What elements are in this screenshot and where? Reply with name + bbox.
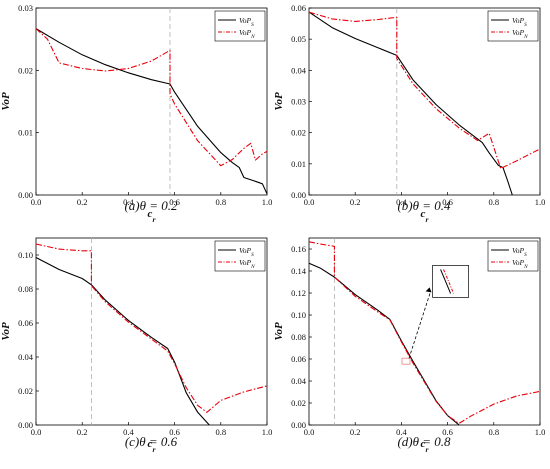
x-tick-label: 0.0 — [304, 197, 315, 207]
legend-box — [214, 240, 266, 272]
y-tick-label: 0.01 — [291, 159, 306, 169]
series-line-vop-s — [35, 28, 268, 195]
x-tick-label: 0.8 — [215, 197, 226, 207]
y-tick-label: 0.02 — [18, 65, 33, 75]
series-line-vop-n — [308, 11, 541, 170]
panel-caption: (a)θ = 0.2 — [124, 198, 178, 213]
x-tick-label: 0.6 — [442, 197, 453, 207]
x-axis-label: cr — [148, 438, 157, 454]
y-tick-label: 0.03 — [18, 3, 33, 13]
y-axis-label: VoP — [273, 92, 285, 111]
x-tick-label: 0.8 — [488, 427, 499, 437]
x-axis-label: cr — [421, 208, 430, 224]
y-tick-label: 0.08 — [18, 284, 33, 294]
y-tick-label: 0.10 — [291, 310, 306, 320]
y-tick-label: 0.01 — [18, 128, 33, 138]
x-tick-label: 1.0 — [535, 197, 546, 207]
y-tick-label: 0.00 — [18, 420, 33, 430]
x-tick-label: 0.4 — [123, 427, 134, 437]
zoom-inset-box — [432, 265, 469, 298]
y-tick-label: 0.06 — [291, 354, 306, 364]
x-tick-label: 0.4 — [123, 197, 134, 207]
y-tick-label: 0.04 — [18, 352, 34, 362]
y-tick-label: 0.10 — [18, 250, 33, 260]
x-tick-label: 0.6 — [169, 197, 180, 207]
zoom-source-box — [401, 357, 411, 365]
chart-panel-4: 0.0 0.2 0.4 0.6 0.8 1.0 0.00 0.02 0.04 0.06 0.08 0.… — [273, 237, 546, 454]
y-tick-label: 0.03 — [291, 97, 306, 107]
panel-caption: (c)θ = 0.6 — [125, 434, 178, 449]
zoom-arrow-line — [408, 291, 431, 359]
x-tick-label: 1.0 — [262, 427, 273, 437]
y-tick-label: 0.06 — [291, 3, 306, 13]
x-axis-label: cr — [148, 208, 157, 224]
y-tick-label: 0.00 — [18, 190, 33, 200]
x-tick-label: 0.4 — [396, 427, 407, 437]
panel-caption: (d)θ = 0.8 — [397, 434, 451, 449]
series-line-vop-n — [308, 241, 541, 424]
y-tick-label: 0.08 — [291, 332, 306, 342]
y-tick-label: 0.04 — [291, 376, 307, 386]
y-tick-label: 0.02 — [18, 386, 33, 396]
x-tick-label: 0.6 — [169, 427, 180, 437]
legend-box — [214, 10, 266, 42]
y-tick-label: 0.12 — [291, 288, 306, 298]
y-tick-label: 0.02 — [291, 128, 306, 138]
y-tick-label: 0.16 — [291, 244, 306, 254]
x-axis-label: cr — [421, 438, 430, 454]
chart-panel-1: 0.0 0.2 0.4 0.6 0.8 1.0 0.00 0.01 0.02 0.03 VoPSVo… — [0, 3, 272, 224]
zoom-inset-dashdot — [443, 269, 455, 294]
x-tick-label: 0.2 — [77, 197, 88, 207]
y-tick-label: 0.04 — [291, 65, 307, 75]
x-tick-label: 1.0 — [535, 427, 546, 437]
series-line-vop-s — [308, 11, 513, 196]
y-tick-label: 0.05 — [291, 34, 306, 44]
y-tick-label: 0.00 — [291, 420, 306, 430]
x-tick-label: 0.4 — [396, 197, 407, 207]
x-tick-label: 0.8 — [488, 197, 499, 207]
plot-frame — [35, 7, 268, 196]
chart-panel-3: 0.0 0.2 0.4 0.6 0.8 1.0 0.00 0.02 0.04 0.06 0.08 0.… — [0, 237, 273, 454]
legend-box — [487, 240, 539, 272]
series-line-vop-n — [35, 243, 268, 413]
x-tick-label: 0.6 — [442, 427, 453, 437]
chart-panel-2: 0.0 0.2 0.4 0.6 0.8 1.0 0.00 0.01 0.02 0.03 0.04 0.… — [273, 3, 545, 224]
y-axis-label: VoP — [0, 92, 12, 111]
plot-frame — [35, 237, 268, 426]
y-axis-label: VoP — [0, 322, 12, 341]
y-tick-label: 0.06 — [18, 318, 33, 328]
zoom-arrow-head — [425, 287, 432, 293]
y-tick-label: 0.00 — [291, 190, 306, 200]
y-axis-label: VoP — [273, 322, 285, 341]
plot-frame — [308, 237, 541, 426]
x-tick-label: 0.2 — [350, 197, 361, 207]
zoom-annotation — [401, 265, 469, 365]
x-tick-label: 0.0 — [31, 427, 42, 437]
y-tick-label: 0.02 — [291, 398, 306, 408]
x-tick-label: 0.2 — [77, 427, 88, 437]
series-line-vop-n — [35, 28, 268, 167]
panel-caption: (b)θ = 0.4 — [397, 198, 451, 213]
x-tick-label: 0.0 — [31, 197, 42, 207]
zoom-inset-solid — [440, 269, 452, 294]
series-line-vop-s — [35, 257, 210, 426]
x-tick-label: 0.8 — [215, 427, 226, 437]
y-tick-label: 0.14 — [291, 266, 307, 276]
x-tick-label: 0.2 — [350, 427, 361, 437]
legend-box — [487, 10, 539, 42]
x-tick-label: 1.0 — [262, 197, 273, 207]
x-tick-label: 0.0 — [304, 427, 315, 437]
